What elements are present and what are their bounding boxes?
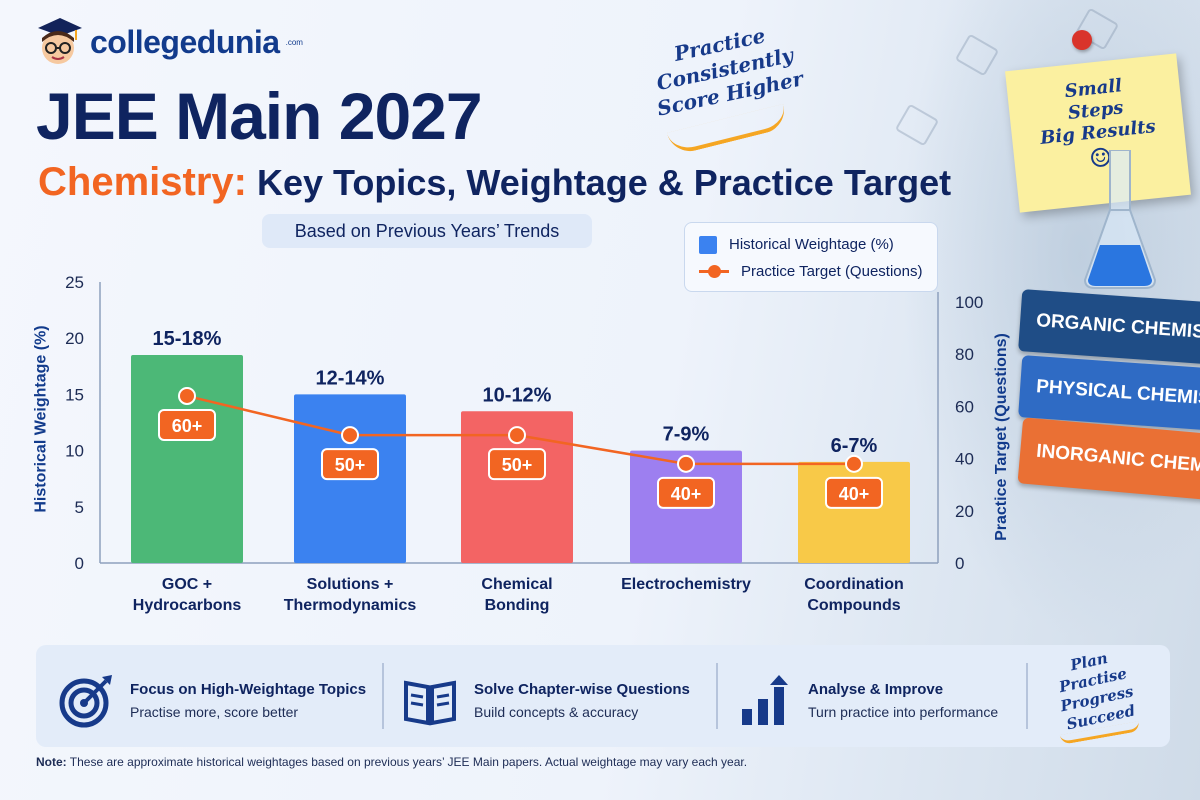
target-label: 40+ <box>839 484 870 504</box>
target-label: 40+ <box>671 484 702 504</box>
x-tick-label: Thermodynamics <box>284 597 417 614</box>
target-icon <box>59 675 112 728</box>
bar-value-label: 7-9% <box>663 424 710 446</box>
bar-value-label: 6-7% <box>831 435 878 457</box>
x-tick-label: Compounds <box>807 597 900 614</box>
tip-subtitle: Practise more, score better <box>130 704 299 720</box>
y-tick-label: 20 <box>65 329 84 348</box>
footnote-label: Note: <box>36 755 67 769</box>
x-tick-label: Chemical <box>481 576 552 593</box>
bar-value-label: 10-12% <box>483 384 552 406</box>
x-tick-label: Solutions + <box>307 576 394 593</box>
target-label-box <box>825 476 883 509</box>
x-tick-label: Bonding <box>485 597 550 614</box>
y-tick-label: 0 <box>75 554 84 573</box>
target-point <box>178 386 196 405</box>
subject-highlight: Chemistry: <box>38 160 247 204</box>
page-title: JEE Main 2027 <box>36 79 483 153</box>
target-point <box>341 426 359 445</box>
y-tick-label-right: 80 <box>955 345 974 364</box>
bar-swatch-icon <box>699 235 717 254</box>
page-subtitle: Chemistry: Key Topics, Weightage & Pract… <box>38 160 951 205</box>
legend-label: Historical Weightage (%) <box>729 236 894 253</box>
target-label: 60+ <box>172 416 203 436</box>
bar-value-label: 12-14% <box>316 367 385 389</box>
subtitle-text: Key Topics, Weightage & Practice Target <box>256 162 952 203</box>
tip-subtitle: Turn practice into performance <box>808 704 999 720</box>
brand-logo: collegedunia .com <box>30 14 303 70</box>
x-tick-label: GOC + <box>162 576 212 593</box>
y-axis-label-left: Historical Weightage (%) <box>32 325 50 513</box>
tip-title: Analyse & Improve <box>808 681 944 698</box>
y-tick-label-right: 20 <box>955 502 974 521</box>
y-tick-label: 25 <box>65 273 84 292</box>
pushpin-icon <box>1072 30 1092 50</box>
tip-title: Focus on High-Weightage Topics <box>130 681 367 698</box>
y-tick-label: 15 <box>65 385 84 404</box>
y-tick-label-right: 60 <box>955 397 974 416</box>
tip-subtitle: Build concepts & accuracy <box>474 704 639 720</box>
legend-item-weightage[interactable]: Historical Weightage (%) <box>699 231 923 258</box>
tips-panel: Focus on High-Weightage Topics Practise … <box>36 645 1170 747</box>
bar <box>131 355 243 563</box>
mascot-icon <box>38 18 82 64</box>
y-tick-label-right: 0 <box>955 554 964 573</box>
growth-chart-icon <box>742 675 788 725</box>
target-point <box>845 454 863 473</box>
y-tick-label-right: 100 <box>955 293 983 312</box>
brand-name[interactable]: collegedunia <box>90 23 280 60</box>
footnote-text: These are approximate historical weighta… <box>69 755 748 769</box>
trend-note-pill: Based on Previous Years’ Trends <box>262 214 592 248</box>
x-tick-label: Hydrocarbons <box>133 597 242 614</box>
legend-item-target[interactable]: Practice Target (Questions) <box>699 258 923 285</box>
flask-icon <box>1083 150 1157 289</box>
tip-solve: Solve Chapter-wise Questions Build conce… <box>402 673 690 729</box>
x-tick-label: Electrochemistry <box>621 576 751 593</box>
divider <box>1026 663 1028 729</box>
y-axis-label-right: Practice Target (Questions) <box>992 333 1010 541</box>
target-label-box <box>158 408 216 441</box>
y-tick-label: 10 <box>65 442 84 461</box>
y-tick-label: 5 <box>75 498 84 517</box>
tip-focus: Focus on High-Weightage Topics Practise … <box>58 673 366 729</box>
target-label: 50+ <box>502 455 533 475</box>
chart: 0 5 10 15 20 25 0 20 40 60 80 100 15-18% GOC + Hydroca… <box>65 273 983 614</box>
tip-title: Solve Chapter-wise Questions <box>474 681 690 698</box>
brand-suffix: .com <box>285 37 303 47</box>
target-label-box <box>657 476 715 509</box>
divider <box>716 663 718 729</box>
book-icon <box>404 680 456 726</box>
target-label-box <box>488 448 546 481</box>
divider <box>382 663 384 729</box>
target-label: 50+ <box>335 455 366 475</box>
bar-value-label: 15-18% <box>153 328 222 350</box>
legend-label: Practice Target (Questions) <box>741 263 923 280</box>
footnote: Note: These are approximate historical w… <box>36 755 747 769</box>
tip-analyse: Analyse & Improve Turn practice into per… <box>736 673 998 729</box>
target-label-box <box>321 448 379 481</box>
target-point <box>508 426 526 445</box>
line-swatch-icon <box>699 265 729 278</box>
y-tick-label-right: 40 <box>955 450 974 469</box>
target-point <box>677 454 695 473</box>
chart-legend: Historical Weightage (%) Practice Target… <box>684 222 938 292</box>
bar <box>461 411 573 563</box>
x-tick-label: Coordination <box>804 576 904 593</box>
